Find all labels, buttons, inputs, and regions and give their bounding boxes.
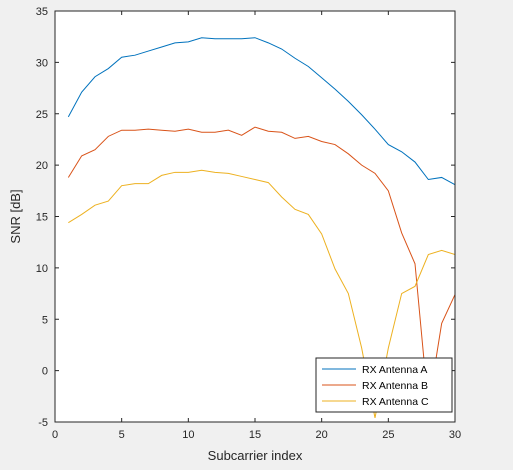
- x-tick-label: 30: [449, 429, 461, 441]
- y-tick-label: 25: [36, 109, 48, 121]
- x-tick-label: 5: [119, 429, 125, 441]
- x-tick-label: 15: [249, 429, 261, 441]
- series-lines: [67, 37, 455, 418]
- x-tick-label: 25: [382, 429, 394, 441]
- axes: [54, 10, 456, 423]
- y-tick-label: 5: [42, 314, 48, 326]
- legend-entry-3: RX Antenna C: [362, 396, 429, 408]
- y-tick-label: 30: [36, 57, 48, 69]
- y-tick-label: 35: [36, 6, 48, 18]
- legend-entry-2: RX Antenna B: [362, 380, 428, 392]
- y-axis-label: SNR [dB]: [8, 189, 23, 243]
- plot-area: [55, 11, 455, 422]
- series-line-3: [68, 169, 455, 418]
- x-tick-label: 0: [52, 429, 58, 441]
- series-line-1: [67, 37, 455, 186]
- legend-entry-1: RX Antenna A: [362, 364, 427, 376]
- x-tick-label: 20: [316, 429, 328, 441]
- y-tick-label: 15: [36, 212, 48, 224]
- x-tick-label: 10: [182, 429, 194, 441]
- y-tick-label: -5: [38, 417, 48, 429]
- y-tick-label: 0: [42, 366, 48, 378]
- legend: RX Antenna A RX Antenna B RX Antenna C: [315, 357, 453, 413]
- tick-labels: 0 5 10 15 20 25 30 -5 0 5 10 15 20 25 30 35: [36, 6, 461, 441]
- y-tick-label: 20: [36, 160, 48, 172]
- y-tick-label: 10: [36, 263, 48, 275]
- x-axis-label: Subcarrier index: [208, 448, 303, 463]
- series-line-2: [67, 126, 455, 407]
